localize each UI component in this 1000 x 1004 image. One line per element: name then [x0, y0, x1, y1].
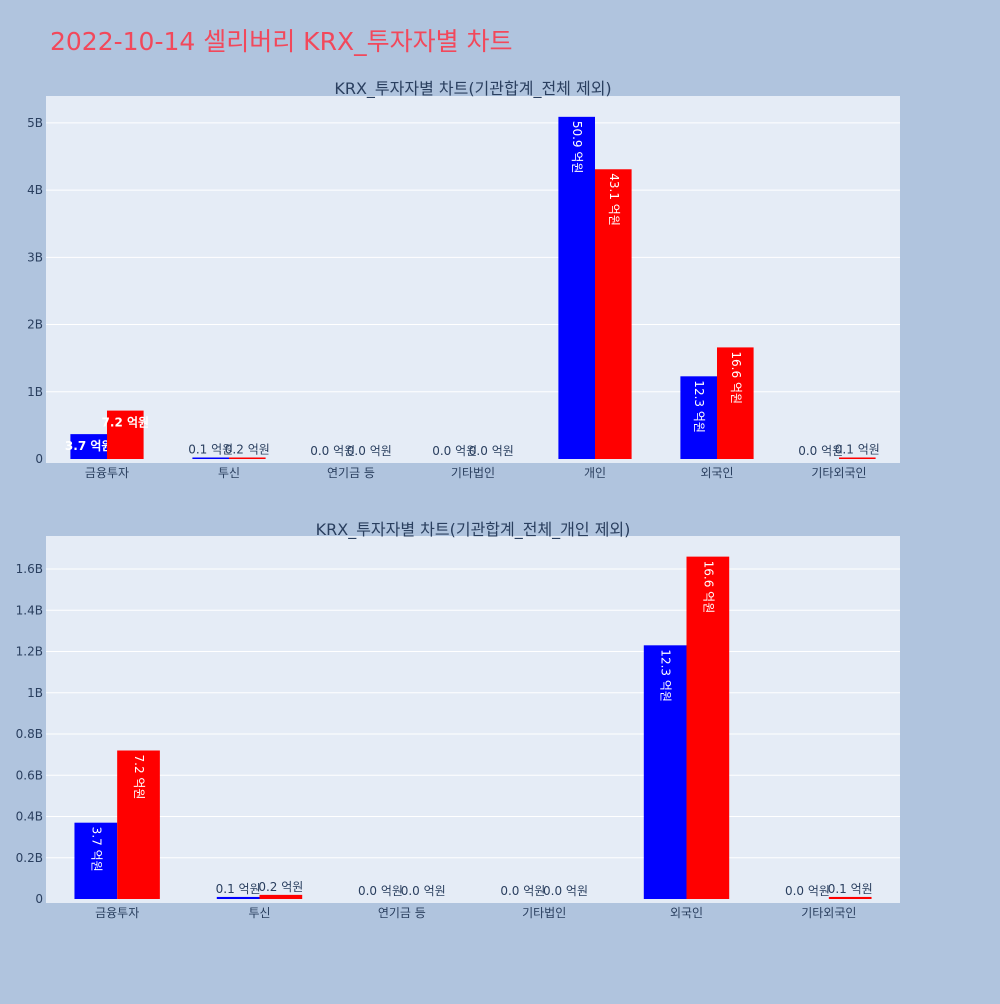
bar — [680, 376, 717, 459]
y-tick-label: 1.6B — [16, 562, 43, 576]
data-label: 12.3 억원 — [659, 649, 673, 702]
bar — [70, 434, 107, 459]
y-tick-label: 1B — [27, 385, 43, 399]
x-tick-label: 연기금 등 — [327, 466, 375, 480]
bar — [192, 457, 229, 459]
data-label: 0.0 억원 — [347, 444, 392, 458]
x-tick-label: 개인 — [584, 466, 606, 480]
x-tick-label: 연기금 등 — [378, 906, 426, 920]
data-label: 50.9 억원 — [570, 121, 584, 174]
data-label: 0.1 억원 — [188, 443, 233, 457]
bar — [717, 347, 754, 459]
bar — [216, 896, 260, 899]
data-label: 0.1 억원 — [216, 882, 261, 896]
data-label: 43.1 억원 — [607, 173, 621, 226]
page-title: 2022-10-14 셀리버리 KRX_투자자별 차트 — [50, 27, 513, 56]
chart-1: 0 1B 2B 3B 4B 5B KRX_투자자별 차트(기관합계_전체 제외) 금융투자 3.… — [27, 79, 900, 480]
bar — [595, 169, 632, 459]
y-tick-label: 3B — [27, 250, 43, 264]
chart-title: KRX_투자자별 차트(기관합계_전체 제외) — [334, 79, 611, 99]
bar — [839, 457, 876, 459]
data-label: 0.0 억원 — [469, 444, 514, 458]
x-tick-label: 투신 — [248, 906, 270, 920]
y-tick-label: 0 — [35, 892, 43, 906]
x-tick-label: 기타법인 — [451, 466, 495, 480]
data-label: 0.2 억원 — [258, 880, 303, 894]
data-label: 0.0 억원 — [358, 884, 403, 898]
data-label: 3.7 억원 — [65, 439, 113, 453]
bar — [107, 410, 144, 459]
data-label: 7.2 억원 — [102, 416, 150, 430]
x-tick-label: 외국인 — [700, 466, 733, 480]
x-tick-label: 외국인 — [670, 906, 703, 920]
bar — [259, 894, 303, 899]
data-label: 0.1 억원 — [835, 443, 880, 457]
bar — [643, 645, 687, 899]
data-label: 0.0 억원 — [798, 444, 843, 458]
y-tick-label: 0.2B — [16, 851, 43, 865]
y-tick-label: 0.8B — [16, 727, 43, 741]
x-tick-label: 기타법인 — [522, 906, 566, 920]
data-label: 0.2 억원 — [225, 443, 270, 457]
y-tick-label: 1.2B — [16, 645, 43, 659]
x-tick-label: 금융투자 — [95, 906, 139, 920]
data-label: 0.0 억원 — [500, 884, 545, 898]
data-label: 12.3 억원 — [692, 380, 706, 433]
data-label: 3.7 억원 — [89, 827, 103, 872]
y-tick-label: 1.4B — [16, 603, 43, 617]
data-label: 0.0 억원 — [543, 884, 588, 898]
bar — [229, 457, 266, 459]
data-label: 16.6 억원 — [729, 351, 743, 404]
data-label: 0.0 억원 — [310, 444, 355, 458]
data-label: 16.6 억원 — [701, 561, 715, 614]
y-tick-label: 4B — [27, 183, 43, 197]
y-tick-label: 2B — [27, 318, 43, 332]
data-label: 7.2 억원 — [132, 755, 146, 800]
x-tick-label: 기타외국인 — [801, 906, 856, 920]
bar — [74, 822, 118, 899]
bar — [828, 896, 872, 899]
x-tick-label: 투신 — [218, 466, 240, 480]
data-label: 0.1 억원 — [828, 882, 873, 896]
data-label: 0.0 억원 — [785, 884, 830, 898]
bar — [558, 116, 595, 459]
y-tick-label: 0.6B — [16, 768, 43, 782]
plot-area — [46, 536, 900, 903]
x-tick-label: 기타외국인 — [811, 466, 866, 480]
y-tick-label: 0.4B — [16, 810, 43, 824]
data-label: 0.0 억원 — [401, 884, 446, 898]
bar — [686, 556, 730, 899]
plot-area — [46, 96, 900, 463]
y-tick-label: 5B — [27, 116, 43, 130]
bar — [117, 750, 160, 899]
data-label: 0.0 억원 — [432, 444, 477, 458]
y-tick-label: 0 — [35, 452, 43, 466]
chart-2: 0 0.2B 0.4B 0.6B 0.8B 1B 1.2B 1.4B 1.6B KRX_투자자별 … — [16, 520, 900, 920]
chart-title: KRX_투자자별 차트(기관합계_전체_개인 제외) — [316, 520, 631, 540]
y-tick-label: 1B — [27, 686, 43, 700]
x-tick-label: 금융투자 — [85, 466, 129, 480]
